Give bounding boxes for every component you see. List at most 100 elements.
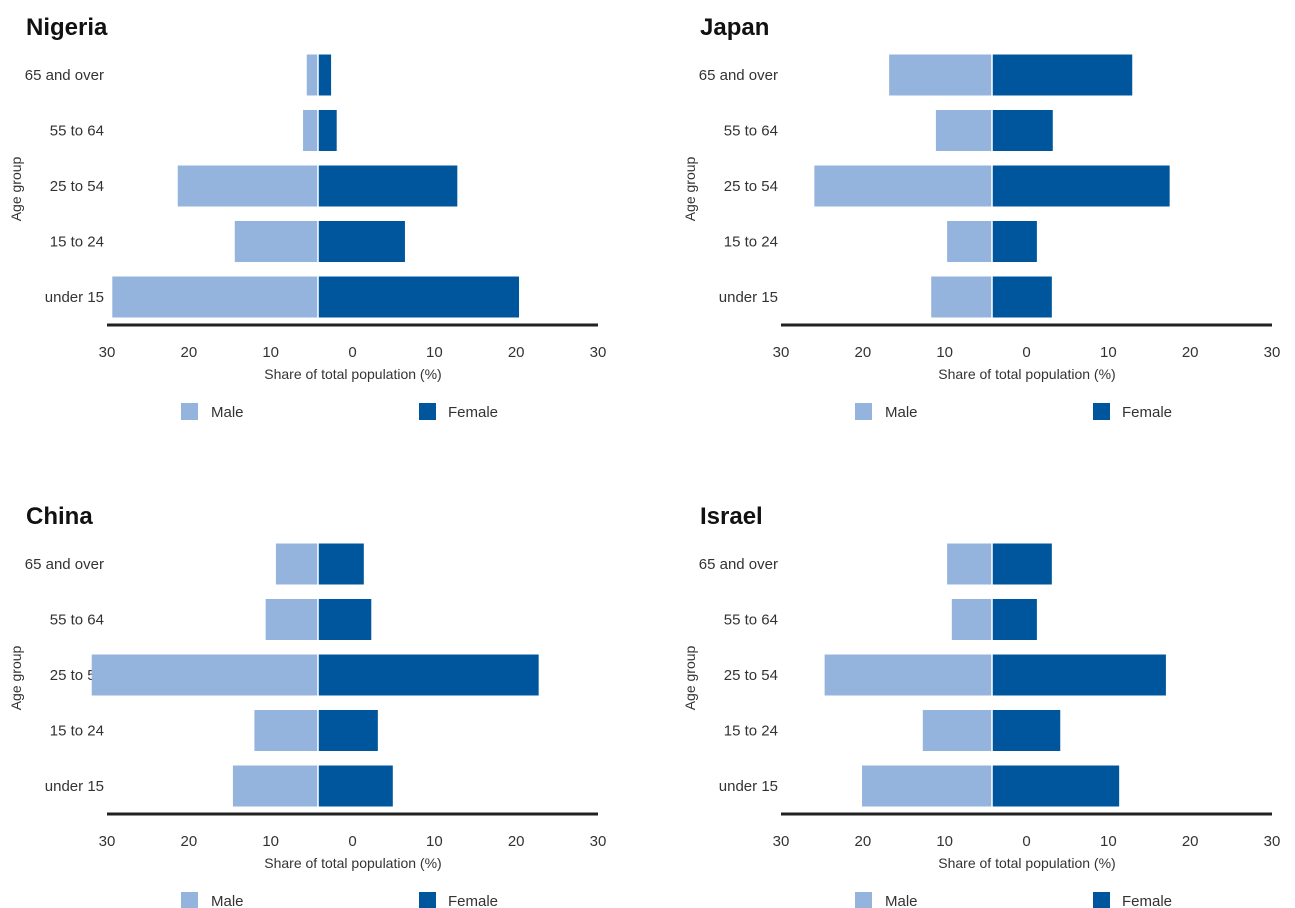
bar-female: [318, 277, 519, 318]
x-tick-label: 0: [1022, 833, 1030, 850]
bar-male: [254, 710, 318, 751]
x-tick-label: 10: [1100, 344, 1117, 361]
x-tick-label: 30: [99, 833, 116, 850]
category-label: 65 and over: [25, 556, 104, 573]
bar-male: [92, 655, 318, 696]
bar-male: [112, 277, 318, 318]
bar-female: [992, 766, 1119, 807]
legend-label-female: Female: [448, 404, 498, 421]
category-label: 65 and over: [699, 556, 778, 573]
legend-label-male: Male: [211, 404, 244, 421]
bar-female: [318, 655, 539, 696]
legend: Male Female: [855, 892, 1172, 908]
bar-male: [235, 221, 318, 262]
bar-male: [276, 544, 318, 585]
x-tick-label: 20: [180, 833, 197, 850]
legend-swatch-female: [419, 403, 436, 420]
x-tick-label: 30: [590, 344, 607, 361]
bar-female: [992, 166, 1170, 207]
x-tick-label: 30: [590, 833, 607, 850]
bar-female: [992, 655, 1166, 696]
category-label: 55 to 64: [724, 612, 778, 629]
category-label: 15 to 24: [50, 723, 104, 740]
bar-male: [936, 110, 992, 151]
category-label: 25 to 54: [724, 178, 778, 195]
chart-title: Nigeria: [26, 14, 108, 41]
legend: Male Female: [855, 403, 1172, 421]
bar-female: [318, 55, 331, 96]
x-tick-label: 30: [773, 833, 790, 850]
x-tick-label: 10: [262, 833, 279, 850]
category-label: under 15: [719, 778, 778, 795]
category-label: 25 to 54: [724, 667, 778, 684]
bar-female: [318, 544, 364, 585]
bar-male: [947, 544, 992, 585]
bar-female: [318, 599, 371, 640]
legend-label-female: Female: [448, 893, 498, 908]
bar-female: [318, 221, 405, 262]
category-label: under 15: [45, 289, 104, 306]
x-axis-label: Share of total population (%): [264, 366, 441, 382]
chart-title: China: [26, 503, 93, 530]
x-tick-label: 10: [426, 344, 443, 361]
x-tick-label: 0: [348, 344, 356, 361]
chart-israel: Israel Age group 65 and over 55 to 64 25 to …: [682, 503, 1280, 908]
legend-swatch-male: [855, 403, 872, 420]
legend-swatch-female: [1093, 892, 1110, 908]
chart-japan: Japan Age group 65 and over 55 to 64 25 to 5…: [682, 14, 1280, 421]
legend: Male Female: [181, 403, 498, 421]
bar-male: [233, 766, 318, 807]
category-label: under 15: [719, 289, 778, 306]
bar-female: [318, 110, 337, 151]
x-tick-label: 20: [1182, 344, 1199, 361]
bar-female: [992, 55, 1132, 96]
bar-male: [178, 166, 318, 207]
legend-swatch-male: [181, 892, 198, 908]
legend-label-male: Male: [885, 893, 918, 908]
x-tick-label: 0: [1022, 344, 1030, 361]
x-tick-label: 20: [854, 344, 871, 361]
x-tick-label: 20: [1182, 833, 1199, 850]
legend-swatch-female: [419, 892, 436, 908]
bar-male: [952, 599, 992, 640]
legend-label-female: Female: [1122, 893, 1172, 908]
bar-female: [318, 166, 457, 207]
x-tick-label: 10: [936, 344, 953, 361]
chart-title: Israel: [700, 503, 763, 530]
x-tick-label: 10: [1100, 833, 1117, 850]
y-axis-label: Age group: [682, 645, 698, 710]
category-label: 25 to 54: [50, 178, 104, 195]
x-tick-label: 20: [508, 344, 525, 361]
legend-swatch-male: [181, 403, 198, 420]
legend: Male Female: [181, 892, 498, 908]
x-tick-label: 10: [426, 833, 443, 850]
legend-swatch-male: [855, 892, 872, 908]
bar-female: [992, 599, 1037, 640]
bar-male: [814, 166, 992, 207]
chart-nigeria: Nigeria Age group 65 and over 55 to 64 25 to…: [8, 14, 606, 421]
bar-female: [318, 710, 378, 751]
category-label: 15 to 24: [724, 234, 778, 251]
x-axis-label: Share of total population (%): [938, 366, 1115, 382]
x-tick-label: 20: [854, 833, 871, 850]
category-label: 65 and over: [699, 67, 778, 84]
x-tick-label: 30: [99, 344, 116, 361]
chart-title: Japan: [700, 14, 769, 41]
bar-male: [307, 55, 318, 96]
category-label: 65 and over: [25, 67, 104, 84]
bar-female: [318, 766, 393, 807]
bar-female: [992, 110, 1053, 151]
bar-male: [889, 55, 992, 96]
x-tick-label: 0: [348, 833, 356, 850]
y-axis-label: Age group: [8, 645, 24, 710]
x-tick-label: 30: [1264, 833, 1281, 850]
category-label: 55 to 64: [50, 612, 104, 629]
category-label: 15 to 24: [50, 234, 104, 251]
bar-male: [266, 599, 318, 640]
legend-label-male: Male: [885, 404, 918, 421]
x-tick-label: 30: [1264, 344, 1281, 361]
legend-label-female: Female: [1122, 404, 1172, 421]
y-axis-label: Age group: [8, 156, 24, 221]
bar-male: [303, 110, 318, 151]
x-tick-label: 20: [508, 833, 525, 850]
